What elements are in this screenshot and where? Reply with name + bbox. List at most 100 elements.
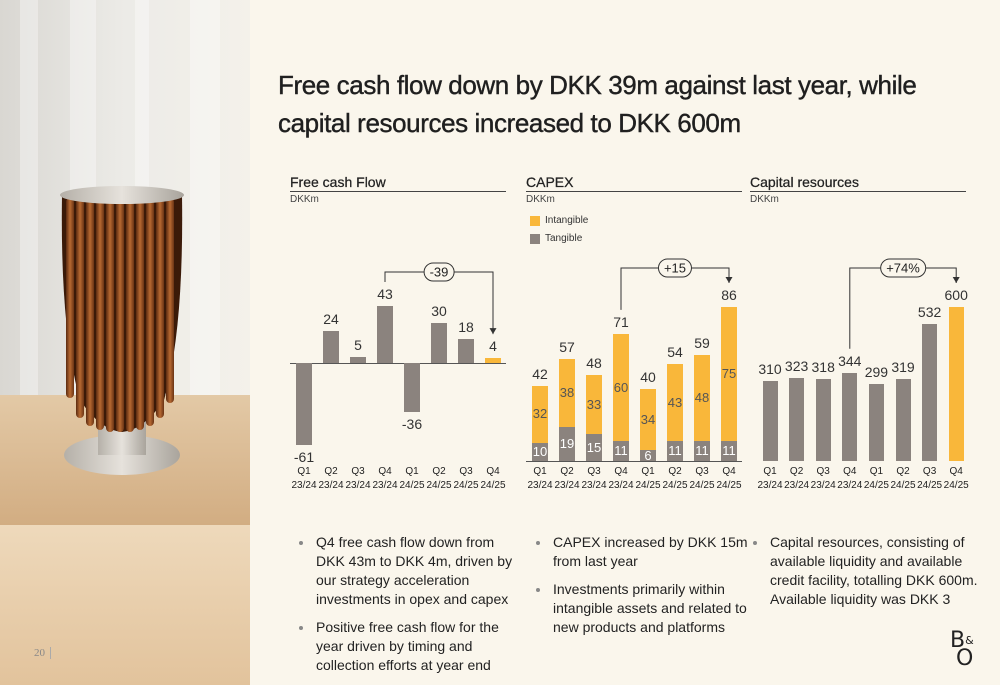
legend-swatch — [530, 234, 540, 244]
chart-subtitle: DKKm — [290, 194, 319, 205]
x-tick-label: Q2 24/25 — [890, 466, 916, 491]
x-tick-label: Q1 23/24 — [291, 466, 317, 491]
value-label: -36 — [401, 415, 423, 432]
total-label: 59 — [694, 335, 710, 352]
bar-segment — [532, 385, 548, 444]
x-tick-label: Q1 23/24 — [757, 466, 783, 491]
bar — [404, 363, 420, 412]
x-tick-label: Q3 24/25 — [689, 466, 715, 491]
value-label: 43 — [377, 286, 393, 302]
segment-label: 48 — [694, 390, 710, 406]
note: Q4 free cash flow down from DKK 43m to D… — [314, 533, 526, 609]
bar-segment — [559, 358, 575, 427]
x-tick-label: Q3 24/25 — [453, 466, 479, 491]
legend-label: Tangible — [545, 233, 583, 244]
slide-title: Free cash flow down by DKK 39m against l… — [278, 70, 917, 138]
bar-segment — [721, 307, 737, 442]
value-label: -61 — [293, 449, 315, 465]
x-tick-label: Q2 24/25 — [426, 466, 452, 491]
total-label: 48 — [586, 355, 602, 372]
value-label: 323 — [784, 358, 809, 375]
segment-label: 11 — [614, 443, 628, 459]
note: Positive free cash flow for the year dri… — [314, 618, 526, 675]
bar — [485, 358, 501, 364]
bar-segment — [640, 389, 656, 451]
notes: Q4 free cash flow down from DKK 43m to D… — [298, 533, 526, 684]
bar — [842, 372, 858, 461]
segment-label: 33 — [586, 396, 602, 412]
bar — [762, 381, 778, 461]
value-label: 319 — [891, 359, 915, 376]
bar-segment — [667, 441, 683, 461]
x-tick-label: Q2 23/24 — [318, 466, 344, 491]
value-label: 24 — [323, 311, 339, 328]
bar-segment — [532, 443, 548, 461]
logo-letter: B — [950, 628, 966, 653]
segment-label: 10 — [532, 444, 548, 460]
value-label: 600 — [944, 287, 968, 303]
annotation-label: -39 — [423, 262, 455, 282]
x-tick-label: Q3 23/24 — [345, 466, 371, 491]
value-label: 30 — [431, 303, 447, 320]
x-tick-label: Q1 23/24 — [527, 466, 553, 491]
bar — [868, 384, 884, 461]
bar-segment — [613, 333, 629, 442]
segment-label: 15 — [586, 439, 602, 455]
product-photo — [0, 0, 250, 685]
zero-line — [290, 363, 506, 365]
x-tick-label: Q2 23/24 — [554, 466, 580, 491]
total-label: 42 — [532, 365, 548, 382]
chart-title: Free cash Flow — [290, 174, 506, 192]
segment-label: 43 — [667, 394, 683, 410]
bar — [948, 307, 964, 461]
bar-segment — [586, 434, 602, 461]
chart-title: Capital resources — [750, 174, 966, 192]
segment-label: 32 — [532, 406, 548, 422]
bar — [377, 306, 393, 364]
segment-label: 11 — [695, 443, 709, 459]
logo-letter: O — [956, 646, 974, 671]
logo: B& O — [950, 630, 974, 671]
bar-segment — [586, 375, 602, 435]
chart-subtitle: DKKm — [750, 194, 779, 205]
bar-segment — [613, 441, 629, 461]
notes: Capital resources, consisting of availab… — [752, 533, 983, 618]
segment-label: 6 — [644, 447, 652, 463]
value-label: 310 — [758, 361, 782, 378]
annotation-label: +15 — [657, 258, 693, 278]
legend-label: Intangible — [545, 215, 589, 226]
bar — [431, 323, 447, 364]
notes: CAPEX increased by DKK 15m from last yea… — [535, 533, 751, 646]
x-tick-label: Q3 23/24 — [810, 466, 836, 491]
x-tick-label: Q3 24/25 — [917, 466, 943, 491]
bar-segment — [667, 364, 683, 442]
value-label: 532 — [917, 304, 942, 321]
total-label: 71 — [613, 313, 629, 330]
total-label: 57 — [559, 338, 575, 355]
chart-title: CAPEX — [526, 174, 742, 192]
x-tick-label: Q4 24/25 — [716, 466, 742, 491]
x-tick-label: Q4 24/25 — [480, 466, 506, 491]
x-tick-label: Q3 23/24 — [581, 466, 607, 491]
segment-label: 60 — [613, 379, 629, 395]
value-label: 318 — [811, 359, 835, 376]
bar — [458, 339, 474, 364]
value-label: 5 — [354, 336, 362, 353]
total-label: 40 — [640, 369, 656, 386]
segment-label: 11 — [722, 443, 736, 459]
x-tick-label: Q4 23/24 — [372, 466, 398, 491]
bar — [350, 356, 366, 364]
logo-letter: & — [965, 634, 974, 647]
legend-swatch — [530, 216, 540, 226]
value-label: 299 — [864, 364, 889, 381]
bar — [815, 379, 831, 461]
bar — [895, 379, 911, 461]
bar — [922, 324, 938, 461]
segment-label: 75 — [721, 366, 737, 382]
value-label: 4 — [489, 338, 497, 355]
bar — [789, 378, 805, 461]
bar-segment — [721, 441, 737, 461]
bar — [296, 363, 312, 445]
bar-segment — [640, 450, 656, 461]
